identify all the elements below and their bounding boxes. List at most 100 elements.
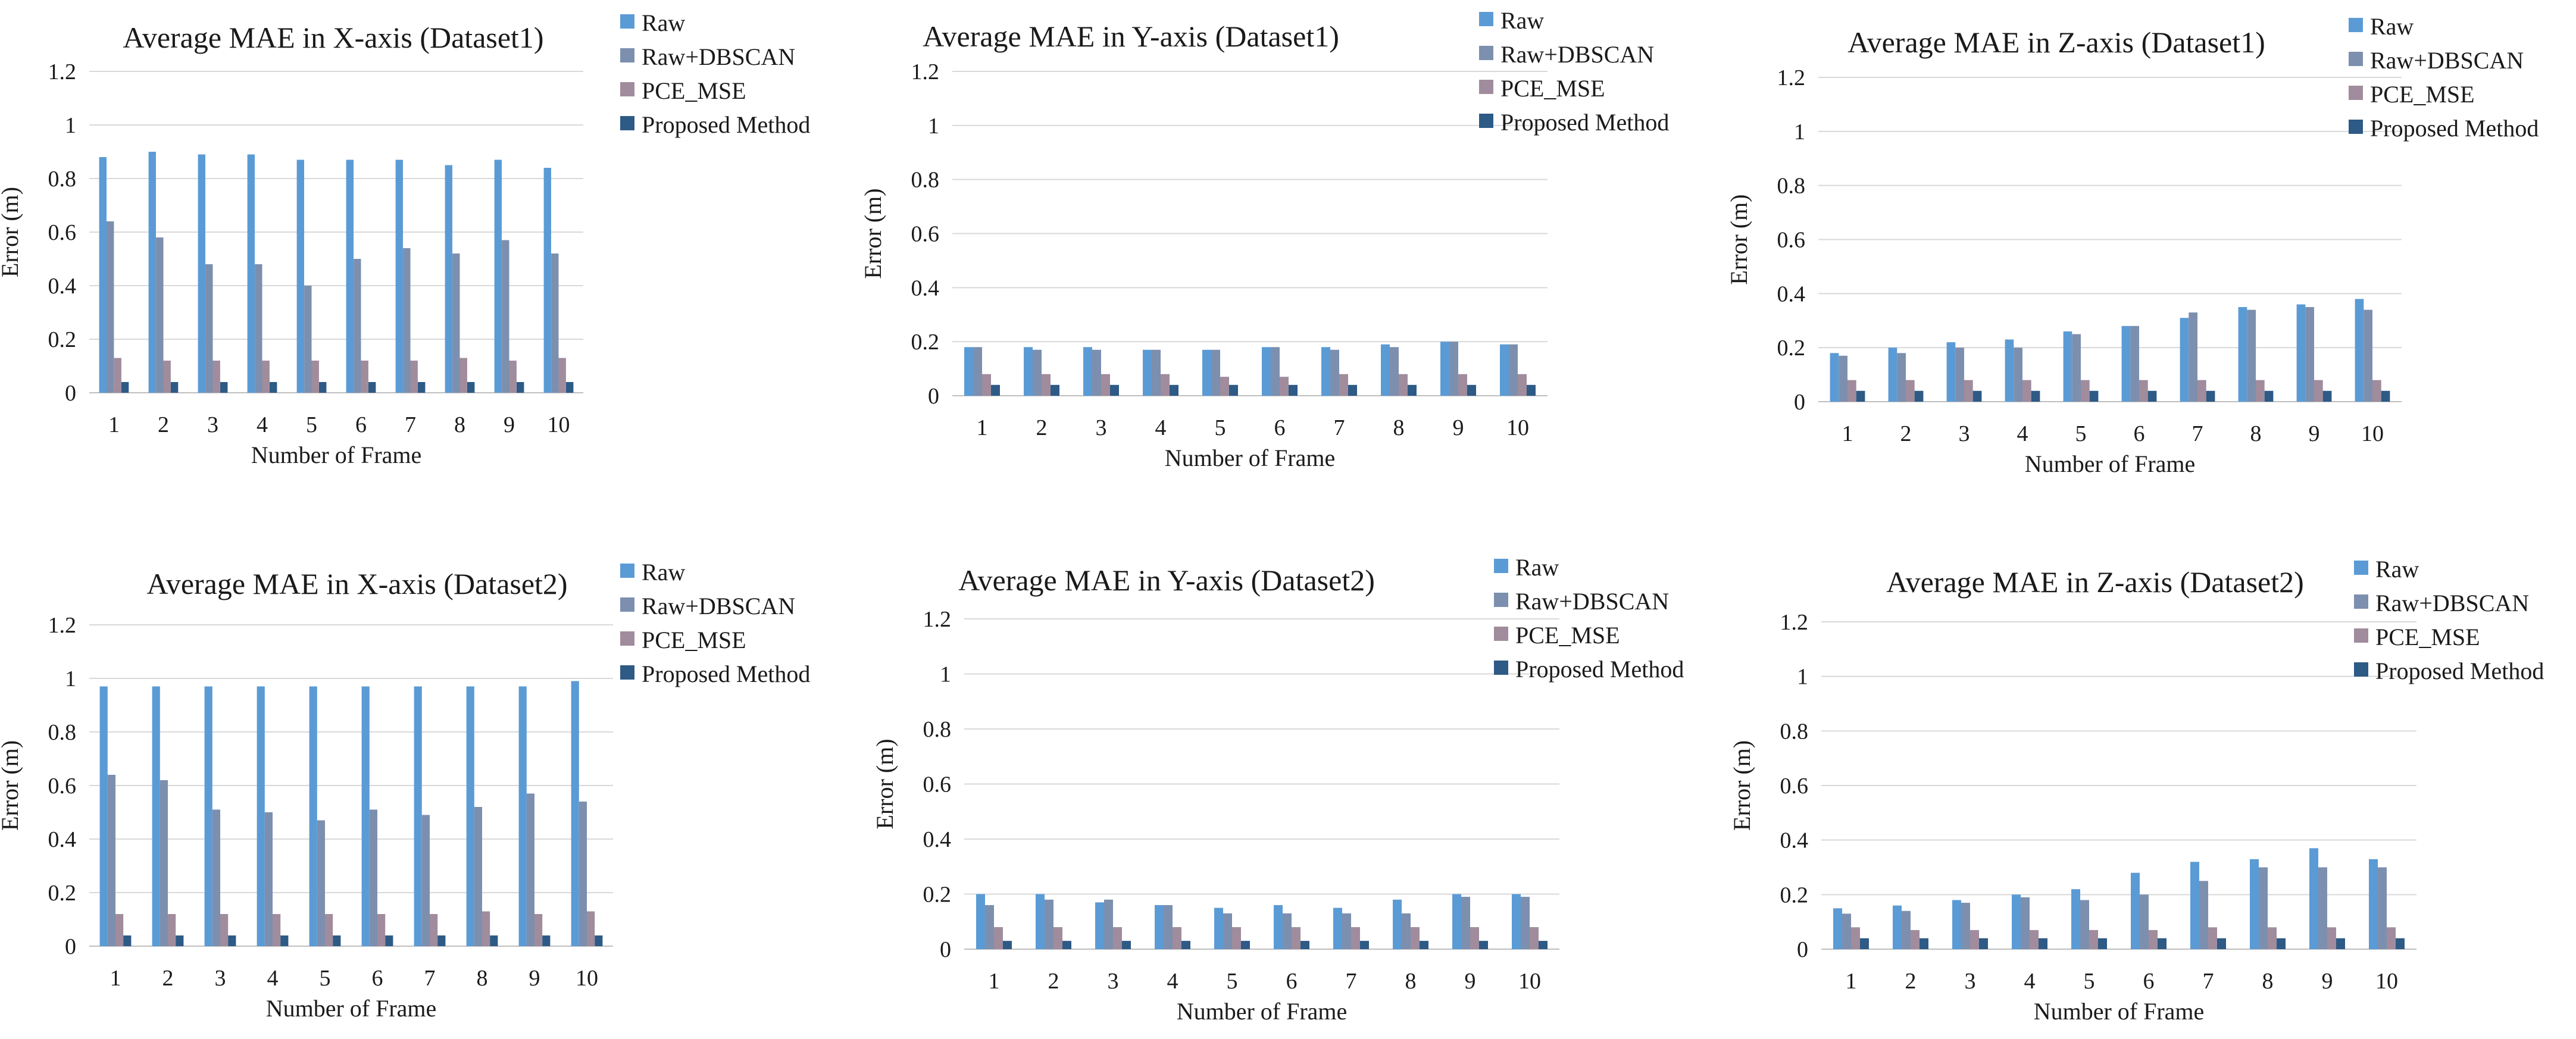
x-tick-label: 6 — [1274, 415, 1286, 440]
bar-raw-dbscan-frame-7 — [1330, 349, 1339, 396]
legend-swatch-raw-dbscan — [2354, 594, 2368, 609]
bar-raw-frame-7 — [1321, 347, 1330, 396]
bar-raw-frame-9 — [2296, 304, 2306, 402]
legend-swatch-raw-dbscan — [1494, 593, 1508, 607]
bar-raw-frame-3 — [204, 686, 212, 946]
x-tick-label: 5 — [1215, 415, 1226, 440]
bar-raw-frame-5 — [1202, 349, 1211, 396]
bar-pce-mse-frame-7 — [2197, 380, 2206, 402]
x-axis-title: Number of Frame — [266, 995, 437, 1022]
legend-label: Raw — [642, 10, 685, 36]
x-tick-label: 6 — [1286, 969, 1298, 994]
chart-title: Average MAE in X-axis (Dataset2) — [146, 567, 567, 600]
chart-panel-4: Average MAE in X-axis (Dataset2) 0 0.2 0.4 0… — [0, 559, 810, 1022]
bar-raw-frame-5 — [296, 159, 304, 393]
bar-pce-mse-frame-9 — [509, 361, 517, 393]
bar-pce-mse-frame-2 — [1053, 927, 1062, 949]
y-axis-title: Error (m) — [1725, 194, 1752, 284]
bar-raw-frame-2 — [1893, 905, 1902, 949]
bar-proposed-method-frame-4 — [2031, 390, 2040, 402]
bar-pce-mse-frame-6 — [2149, 930, 2158, 949]
bar-pce-mse-frame-8 — [482, 911, 490, 946]
legend: Raw Raw+DBSCAN PCE_MSE Proposed Method — [2349, 13, 2539, 142]
bar-proposed-method-frame-10 — [595, 935, 603, 946]
chart-panel-5: Average MAE in Y-axis (Dataset2) 0 0.2 0.4 0… — [871, 554, 1684, 1025]
bar-pce-mse-frame-10 — [2372, 380, 2381, 402]
bar-raw-dbscan-frame-2 — [1033, 349, 1042, 396]
y-tick-label: 0.6 — [48, 220, 77, 245]
bar-raw-frame-6 — [2131, 872, 2140, 949]
bar-pce-mse-frame-3 — [220, 914, 229, 946]
bar-proposed-method-frame-10 — [1539, 941, 1548, 949]
bar-raw-frame-1 — [99, 686, 108, 946]
bar-proposed-method-frame-2 — [170, 382, 179, 393]
bar-raw-dbscan-frame-10 — [2378, 867, 2387, 949]
x-tick-label: 2 — [162, 966, 174, 991]
bar-raw-frame-5 — [309, 686, 317, 946]
bar-raw-frame-3 — [1952, 900, 1961, 949]
y-tick-label: 0.4 — [923, 827, 952, 852]
bar-raw-frame-6 — [1274, 905, 1283, 949]
legend-label: PCE_MSE — [642, 77, 746, 104]
bar-raw-dbscan-frame-1 — [107, 775, 115, 946]
x-tick-label: 1 — [108, 412, 120, 437]
bar-pce-mse-frame-8 — [459, 358, 467, 393]
bar-raw-frame-3 — [1095, 902, 1104, 949]
y-tick-label: 0.8 — [1777, 174, 1806, 199]
bar-proposed-method-frame-5 — [333, 935, 341, 946]
bar-raw-frame-2 — [1036, 894, 1045, 949]
bar-pce-mse-frame-6 — [1292, 927, 1300, 949]
legend-swatch-proposed-method — [1494, 661, 1508, 675]
x-tick-label: 10 — [1506, 415, 1529, 440]
y-tick-label: 0.8 — [911, 168, 940, 193]
bar-pce-mse-frame-1 — [982, 374, 991, 396]
bar-raw-frame-7 — [414, 686, 422, 946]
bar-raw-dbscan-frame-9 — [2305, 307, 2314, 402]
bar-raw-dbscan-frame-7 — [2199, 881, 2208, 949]
legend-label: PCE_MSE — [642, 627, 746, 653]
legend-label: PCE_MSE — [2370, 81, 2475, 108]
bar-raw-frame-2 — [148, 152, 156, 393]
y-tick-label: 0.4 — [48, 827, 77, 852]
bar-raw-dbscan-frame-2 — [156, 237, 164, 393]
x-tick-label: 4 — [267, 966, 279, 991]
x-tick-label: 3 — [207, 412, 218, 437]
bar-pce-mse-frame-1 — [115, 914, 124, 946]
bar-raw-dbscan-frame-4 — [1164, 905, 1173, 949]
bar-proposed-method-frame-6 — [368, 382, 376, 393]
legend: Raw Raw+DBSCAN PCE_MSE Proposed Method — [620, 10, 810, 138]
bar-proposed-method-frame-10 — [2396, 938, 2405, 949]
bar-pce-mse-frame-4 — [2022, 380, 2031, 402]
bar-raw-frame-1 — [964, 347, 973, 396]
legend-label: Raw — [1500, 7, 1544, 34]
bar-raw-dbscan-frame-3 — [1092, 349, 1101, 396]
bar-raw-frame-4 — [1143, 349, 1152, 396]
chart-panel-3: Average MAE in Z-axis (Dataset1) 0 0.2 0.4 0… — [1725, 13, 2539, 477]
bar-pce-mse-frame-6 — [1280, 377, 1289, 396]
x-tick-label: 8 — [1393, 415, 1405, 440]
bar-raw-frame-3 — [1946, 342, 1956, 402]
bar-pce-mse-frame-8 — [2268, 927, 2277, 949]
bar-pce-mse-frame-10 — [558, 358, 566, 393]
y-axis-title: Error (m) — [0, 187, 23, 277]
bar-proposed-method-frame-7 — [1348, 384, 1357, 396]
x-tick-label: 3 — [1959, 421, 1970, 446]
bar-pce-mse-frame-8 — [1411, 927, 1420, 949]
legend-swatch-pce-mse — [620, 82, 634, 96]
bar-proposed-method-frame-2 — [176, 935, 184, 946]
bar-raw-frame-2 — [152, 686, 160, 946]
bar-proposed-method-frame-1 — [123, 935, 132, 946]
bar-raw-dbscan-frame-6 — [1271, 347, 1280, 396]
y-tick-label: 1 — [940, 662, 951, 687]
x-tick-label: 5 — [320, 966, 331, 991]
bar-raw-frame-8 — [2238, 307, 2247, 402]
bar-pce-mse-frame-3 — [1964, 380, 1973, 402]
bar-pce-mse-frame-4 — [1173, 927, 1181, 949]
bar-pce-mse-frame-7 — [430, 914, 438, 946]
x-tick-label: 10 — [2361, 421, 2384, 446]
bar-raw-dbscan-frame-10 — [551, 254, 559, 393]
bar-raw-dbscan-frame-8 — [2247, 309, 2256, 402]
bar-raw-frame-10 — [1512, 894, 1521, 949]
y-tick-label: 0.2 — [923, 882, 952, 907]
bar-pce-mse-frame-1 — [114, 358, 121, 393]
